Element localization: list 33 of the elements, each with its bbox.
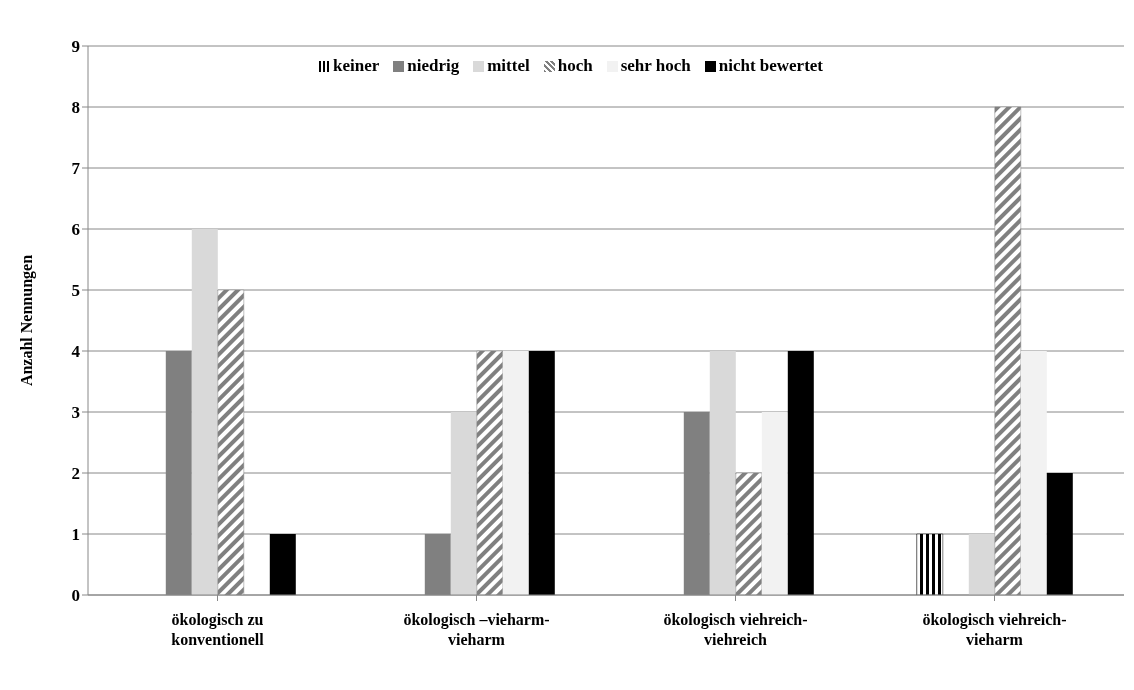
bar xyxy=(269,534,296,595)
bar xyxy=(916,533,944,595)
y-tick-label: 1 xyxy=(71,525,80,545)
y-tick-label: 2 xyxy=(71,464,80,484)
y-tick-label: 8 xyxy=(71,98,80,118)
y-axis-title: Anzahl Nennungen xyxy=(17,254,36,387)
y-tick-label: 6 xyxy=(71,220,80,240)
legend-label: sehr hoch xyxy=(619,56,691,76)
legend-label: keiner xyxy=(331,56,380,76)
y-tick-label: 5 xyxy=(71,281,80,301)
x-tick-label: ökologisch viehreich-vieharm xyxy=(922,611,1067,648)
bar xyxy=(1020,351,1047,595)
legend-label: hoch xyxy=(556,56,593,76)
x-tick-label: ökologisch zu konventionell xyxy=(171,611,265,648)
x-tick-label: ökologisch –vieharm-vieharm xyxy=(403,611,550,648)
y-tick-label: 9 xyxy=(71,37,80,57)
bar xyxy=(787,351,814,595)
legend-label: niedrig xyxy=(406,56,460,76)
y-tick-label: 0 xyxy=(71,586,80,606)
legend-label: nicht bewertet xyxy=(717,56,824,76)
bar xyxy=(450,412,477,595)
bar xyxy=(1046,473,1073,595)
y-tick-label: 7 xyxy=(71,159,81,179)
y-tick-label: 4 xyxy=(71,342,81,362)
bar xyxy=(528,351,555,595)
y-tick-label: 3 xyxy=(71,403,80,423)
bar xyxy=(968,534,995,595)
bar xyxy=(191,229,218,595)
x-tick-label: ökologisch viehreich-viehreich xyxy=(663,611,808,648)
bar xyxy=(761,412,788,595)
bar xyxy=(709,351,736,595)
legend-label: mittel xyxy=(486,56,530,76)
bar xyxy=(502,351,529,595)
